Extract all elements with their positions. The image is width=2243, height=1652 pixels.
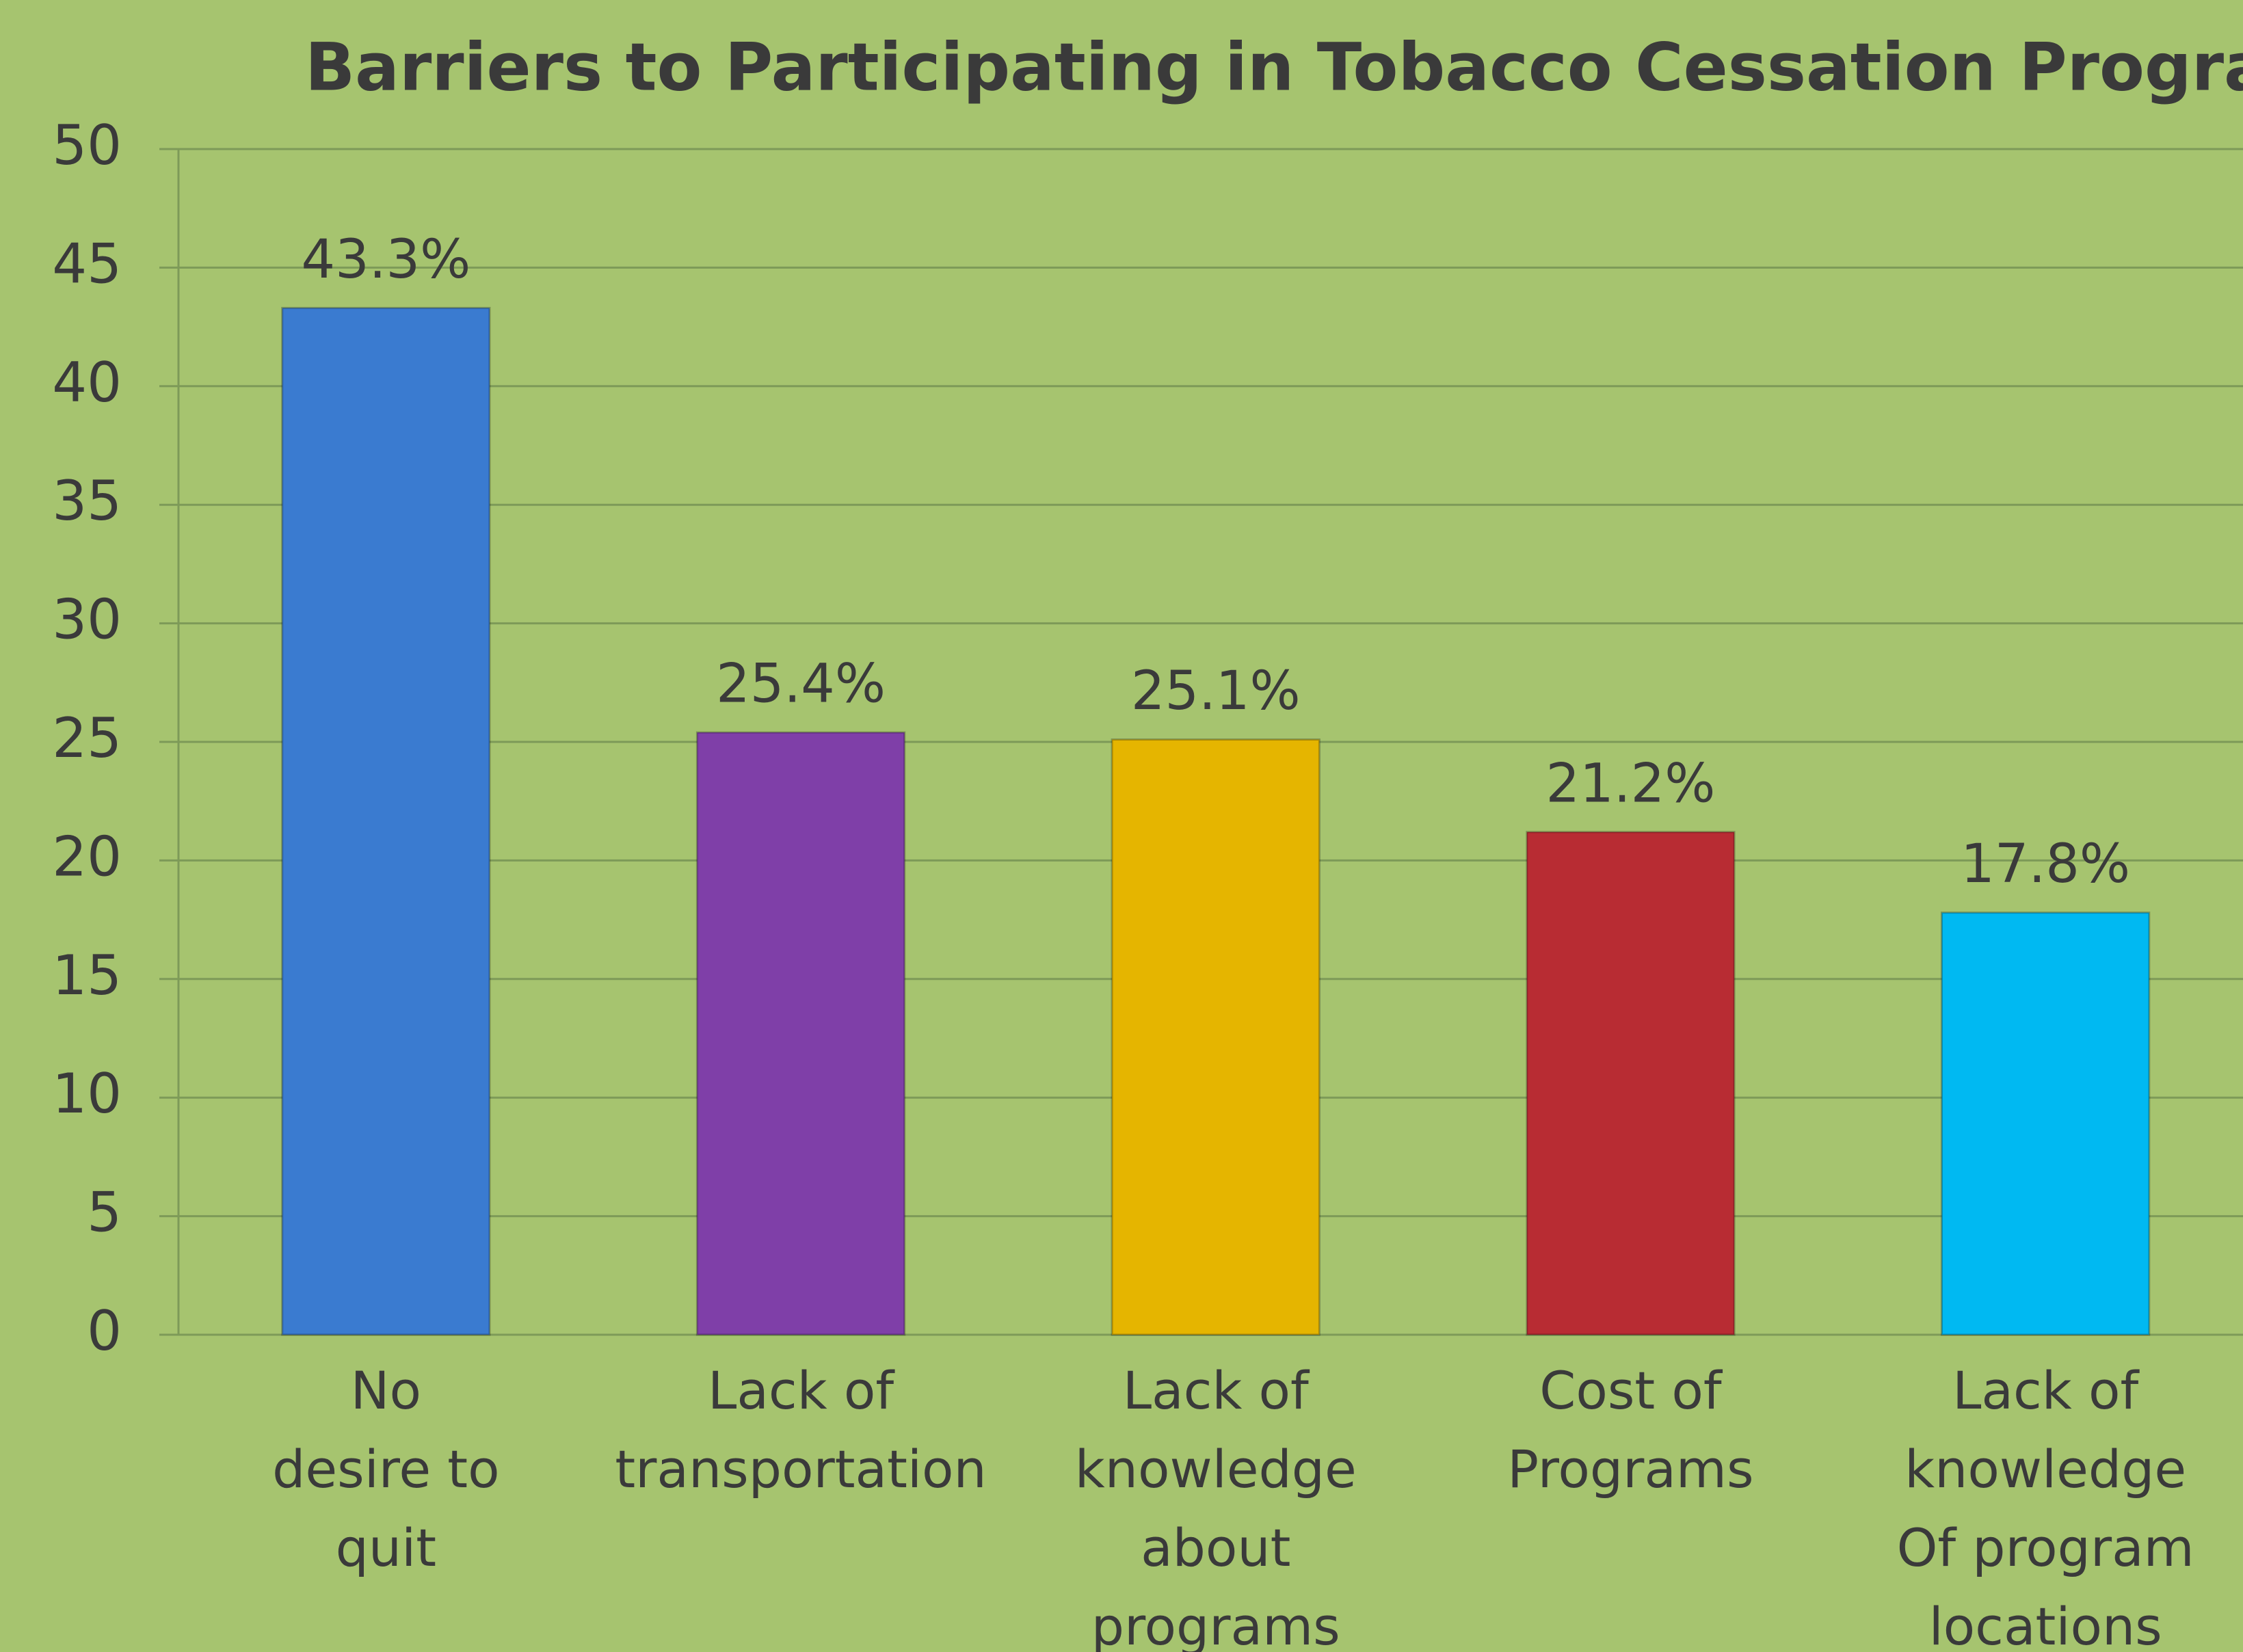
bar [695,731,906,1336]
y-tick-label: 10 [52,1062,122,1125]
bar [1940,911,2151,1336]
value-label: 25.1% [1131,661,1301,722]
y-tick-label: 40 [52,351,122,414]
value-label: 21.2% [1546,753,1716,814]
bar [1526,831,1736,1336]
value-label: 17.8% [1961,834,2130,895]
x-tick-label: Cost of Programs [1507,1360,1754,1500]
y-tick-label: 45 [52,232,122,295]
y-tick-label: 20 [52,825,122,888]
x-tick-label: Lack of knowledge Of program locations [1896,1360,2194,1652]
value-label: 43.3% [301,229,470,291]
y-tick-label: 0 [87,1299,122,1363]
bar [1111,738,1320,1336]
y-tick-label: 50 [52,114,122,177]
value-label: 25.4% [716,654,886,715]
chart-title: Barriers to Participating in Tobacco Ces… [305,29,2243,105]
y-tick-label: 15 [52,944,122,1007]
y-tick-label: 30 [52,588,122,652]
x-tick-label: Lack of knowledge about programs [1074,1360,1357,1652]
bar [281,306,491,1336]
x-tick-label: No desire to quit [272,1360,500,1578]
y-tick-label: 35 [52,469,122,533]
x-tick-label: Lack of transportation [615,1360,987,1500]
y-tick-label: 5 [87,1181,122,1244]
y-tick-label: 25 [52,706,122,770]
